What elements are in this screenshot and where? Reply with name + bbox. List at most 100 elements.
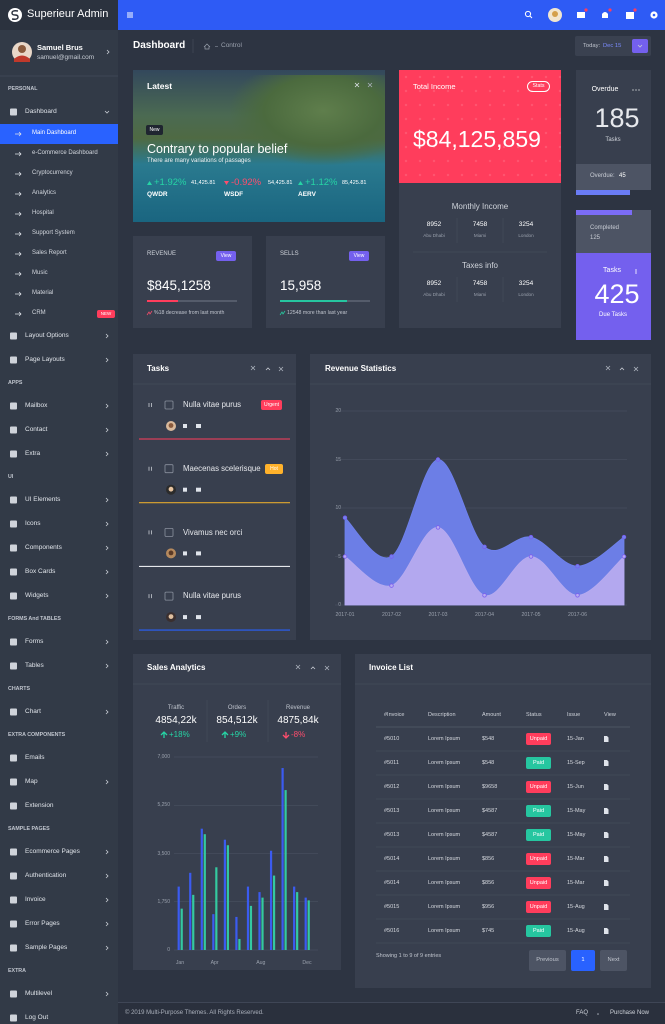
menu-item-label: Log Out xyxy=(25,1014,49,1022)
pagination-label[interactable]: Previous xyxy=(536,957,559,964)
stat-value: 4854,22k xyxy=(155,715,197,726)
menu-badge xyxy=(97,310,115,318)
news-badge-text: New xyxy=(149,127,160,133)
menu-item[interactable] xyxy=(0,700,118,724)
submenu-item[interactable] xyxy=(0,184,118,204)
pagination-label[interactable]: Next xyxy=(607,957,620,964)
chart-title: Sales Analytics xyxy=(147,663,206,673)
due-title: Tasks xyxy=(603,266,621,274)
revenue-button[interactable] xyxy=(216,251,236,261)
task-text: Maecenas scelerisque xyxy=(183,464,261,474)
footer-link[interactable]: FAQ xyxy=(576,1010,589,1017)
table-cell: #5010 xyxy=(384,735,400,742)
menu-item[interactable] xyxy=(0,888,118,912)
table-cell: $956 xyxy=(482,903,495,910)
menu-item[interactable] xyxy=(0,746,118,770)
breadcrumb: Control xyxy=(221,42,242,50)
stat-label: Revenue xyxy=(285,705,311,712)
pagination-button[interactable] xyxy=(529,950,566,971)
menu-item[interactable] xyxy=(0,418,118,442)
y-tick-label: 7,000 xyxy=(157,754,170,760)
table-cell: Lorem Ipsum xyxy=(428,879,461,886)
ticker-value: 85,425.81 xyxy=(342,180,367,187)
revenue-button-text[interactable]: View xyxy=(220,253,232,259)
status-badge xyxy=(526,781,551,793)
table-cell: 15-Sep xyxy=(567,759,585,766)
menu-item[interactable] xyxy=(0,100,118,124)
y-tick-label: 0 xyxy=(167,947,170,953)
y-tick-label: 5,250 xyxy=(157,802,170,809)
submenu-item[interactable] xyxy=(0,204,118,224)
submenu-item[interactable] xyxy=(0,264,118,284)
menu-item-label: Extra xyxy=(25,450,41,458)
invoice-title: Invoice List xyxy=(369,663,414,673)
pagination-label[interactable]: 1 xyxy=(581,957,585,964)
table-cell: 15-Aug xyxy=(567,903,585,910)
sells-button-text[interactable]: View xyxy=(353,253,365,259)
table-cell: $4587 xyxy=(482,831,498,838)
menu-item-label: Sample Pages xyxy=(25,944,68,952)
x-tick-label: Jan xyxy=(175,959,185,966)
overdue-unit: Tasks xyxy=(605,137,621,144)
menu-item[interactable] xyxy=(0,394,118,418)
menu-item[interactable] xyxy=(0,770,118,794)
menu-section-title: EXTRA xyxy=(8,967,26,974)
menu-item[interactable] xyxy=(0,982,118,1006)
x-tick-label: 2017-06 xyxy=(567,611,588,618)
menu-item[interactable] xyxy=(0,1006,118,1024)
x-tick-label: Apr xyxy=(210,959,219,966)
table-cell: #5013 xyxy=(384,807,400,814)
table-cell: $856 xyxy=(482,879,495,886)
y-tick-label: 10 xyxy=(335,505,341,511)
pagination-button[interactable] xyxy=(571,950,595,971)
task-text: Nulla vitae purus xyxy=(183,400,242,410)
x-tick-label: Aug xyxy=(256,959,266,966)
menu-item[interactable] xyxy=(0,442,118,466)
menu-section-title: EXTRA COMPONENTS xyxy=(8,731,66,738)
submenu-item[interactable] xyxy=(0,284,118,304)
table-cell: $856 xyxy=(482,855,495,862)
sells-note: 12548 more than last year xyxy=(287,309,348,316)
table-cell: 15-Jun xyxy=(567,783,584,790)
submenu-item[interactable] xyxy=(0,124,118,144)
menu-item[interactable] xyxy=(0,512,118,536)
stats-badge xyxy=(527,81,550,92)
income-title: Total Income xyxy=(413,81,456,91)
x-tick-label: 2017-03 xyxy=(428,611,448,618)
x-tick-label: 2017-02 xyxy=(381,611,402,618)
date-button[interactable] xyxy=(632,39,648,53)
income-value: 3254 xyxy=(518,221,534,229)
pagination-button[interactable] xyxy=(600,950,627,971)
submenu-label: Cryptocurrency xyxy=(32,170,73,177)
menu-item-label: Map xyxy=(25,778,38,786)
table-cell: Lorem Ipsum xyxy=(428,735,461,742)
income-value: 8952 xyxy=(426,221,442,229)
status-badge xyxy=(526,757,551,769)
menu-item[interactable] xyxy=(0,630,118,654)
menu-item[interactable] xyxy=(0,654,118,678)
y-tick-label: 3,500 xyxy=(157,850,170,857)
y-tick-label: 5 xyxy=(338,553,341,560)
footer-link[interactable]: Purchase Now xyxy=(610,1010,650,1017)
overdue-footer-label: Overdue: xyxy=(590,173,615,180)
sells-button[interactable] xyxy=(349,251,369,261)
menu-item[interactable] xyxy=(0,560,118,584)
latest-cliff xyxy=(230,75,385,165)
status-text: Unpaid xyxy=(529,879,548,886)
menu-item[interactable] xyxy=(0,794,118,818)
user-email: samuel@gmail.com xyxy=(37,54,95,62)
menu-item-label: Layout Options xyxy=(25,332,69,340)
income-header xyxy=(399,70,561,183)
menu-section-title: SAMPLE PAGES xyxy=(8,825,50,832)
ticker-value: 41,425.81 xyxy=(191,180,216,187)
submenu-label: e-Commerce Dashboard xyxy=(32,150,98,157)
status-text: Unpaid xyxy=(529,735,548,742)
menu-item[interactable] xyxy=(0,584,118,608)
tasks-title: Tasks xyxy=(147,364,170,374)
stats-badge-text: Stats xyxy=(532,83,545,90)
menu-item-label: Dashboard xyxy=(25,108,57,116)
submenu-label: Material xyxy=(32,290,54,297)
submenu-label: Main Dashboard xyxy=(32,130,77,137)
status-text: Unpaid xyxy=(529,783,548,790)
menu-item-label: Invoice xyxy=(25,896,46,904)
